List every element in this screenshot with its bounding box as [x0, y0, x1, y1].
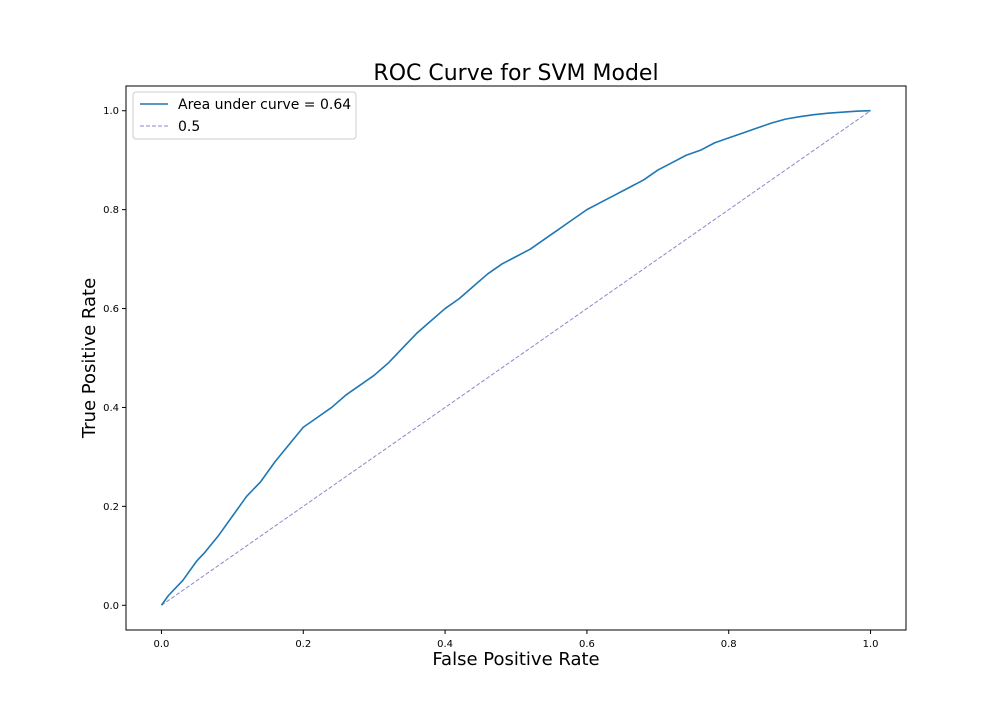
legend-label-baseline: 0.5	[178, 119, 200, 135]
y-tick-label: 1.0	[103, 106, 119, 117]
plot-area	[125, 85, 907, 631]
x-axis-ticks: 0.0 0.2 0.4 0.6 0.8 1.0	[154, 630, 879, 650]
y-tick-label: 0.4	[103, 403, 119, 414]
legend: Area under curve = 0.64 0.5	[132, 91, 357, 140]
y-axis-label: True Positive Rate	[79, 278, 100, 439]
series-line-baseline	[161, 110, 871, 606]
y-tick-label: 0.0	[103, 601, 119, 612]
x-tick-label: 0.8	[721, 639, 737, 650]
y-tick-label: 0.8	[103, 205, 119, 216]
series-line-roc	[160, 109, 871, 606]
x-tick-label: 1.0	[863, 639, 879, 650]
legend-box	[132, 91, 357, 140]
series-group	[160, 109, 871, 606]
y-axis-ticks: 0.0 0.2 0.4 0.6 0.8 1.0	[103, 106, 126, 612]
legend-label-auc: Area under curve = 0.64	[178, 97, 351, 113]
x-tick-label: 0.4	[437, 639, 453, 650]
y-tick-label: 0.2	[103, 502, 119, 513]
x-axis-label: False Positive Rate	[432, 649, 599, 670]
chart-title: ROC Curve for SVM Model	[373, 61, 658, 86]
plot-frame	[125, 85, 907, 631]
x-tick-label: 0.6	[579, 639, 595, 650]
y-tick-label: 0.6	[103, 304, 119, 315]
x-tick-label: 0.0	[154, 639, 170, 650]
x-tick-label: 0.2	[295, 639, 311, 650]
